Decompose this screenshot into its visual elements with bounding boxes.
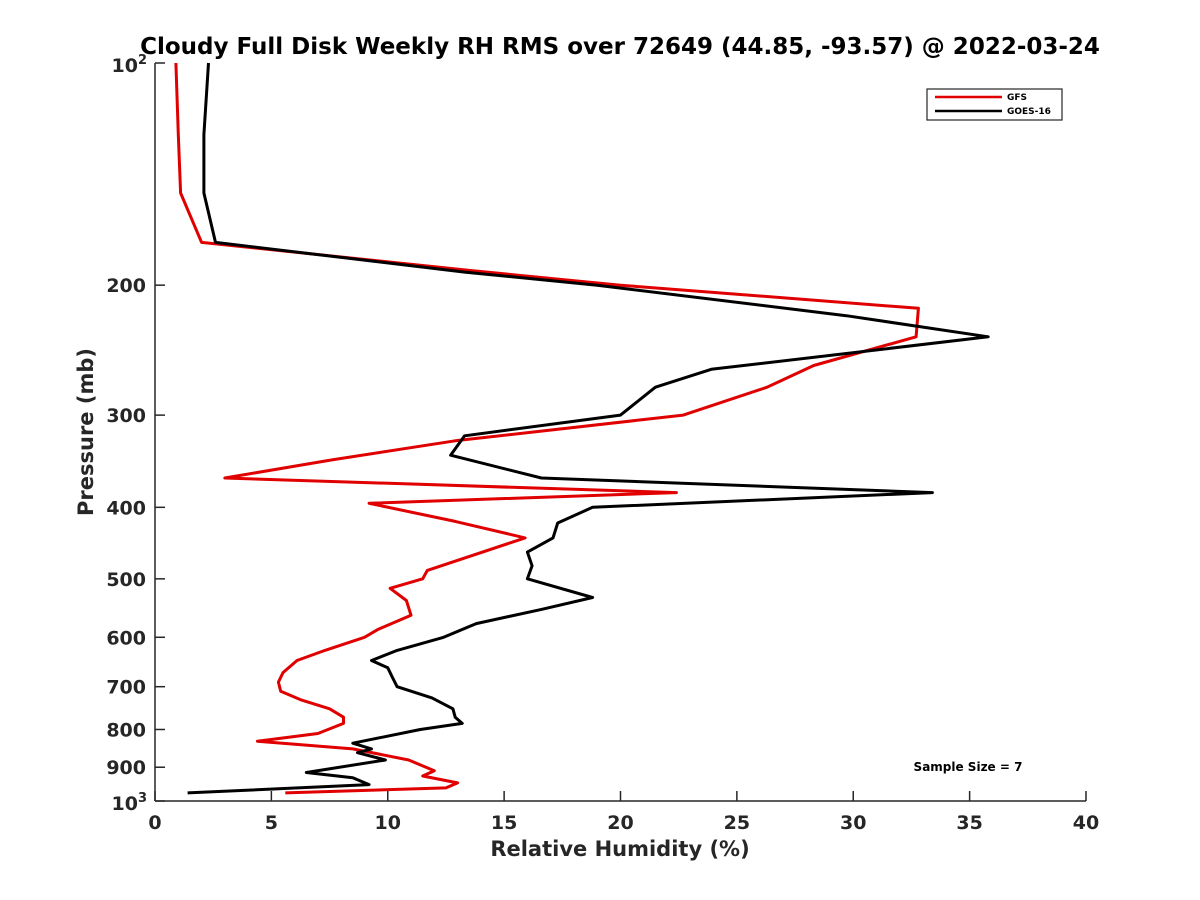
plot-area: 0 5 10 15 20 25 30 35 40 102 200 300 400 500 600 700 80… [106,53,1099,834]
y-tick-label: 103 [112,791,148,815]
y-tick-label: 102 [112,53,148,77]
chart-title: Cloudy Full Disk Weekly RH RMS over 7264… [140,34,1100,60]
y-tick-label: 400 [106,497,146,519]
y-axis-title: Pressure (mb) [74,348,98,516]
x-tick-label: 30 [840,812,866,834]
sample-size-annotation: Sample Size = 7 [914,760,1023,774]
y-tick-label: 500 [106,569,146,591]
x-tick-label: 15 [491,812,517,834]
legend-label-gfs: GFS [1007,93,1027,103]
x-tick-label: 40 [1073,812,1099,834]
y-tick-label: 300 [106,405,146,427]
x-tick-label: 10 [375,812,401,834]
x-axis-title: Relative Humidity (%) [490,837,749,861]
legend: GFS GOES-16 [926,88,1063,121]
legend-label-goes16: GOES-16 [1007,107,1051,117]
series-line-goes16 [187,62,990,795]
axes-box [155,63,1086,801]
series-lines [174,62,990,795]
y-axis-ticks: 102 200 300 400 500 600 700 800 900 103 [106,53,165,815]
x-axis-ticks: 0 5 10 15 20 25 30 35 40 [148,791,1099,834]
y-tick-label: 600 [106,627,146,649]
x-tick-label: 5 [265,812,278,834]
y-tick-label: 700 [106,677,146,699]
legend-box [926,88,1063,121]
x-tick-label: 0 [148,812,161,834]
x-tick-label: 35 [956,812,982,834]
x-tick-label: 20 [607,812,633,834]
series-line-gfs [174,62,920,795]
y-tick-label: 200 [106,275,146,297]
y-tick-label: 900 [106,757,146,779]
y-tick-label: 800 [106,719,146,741]
x-tick-label: 25 [724,812,750,834]
